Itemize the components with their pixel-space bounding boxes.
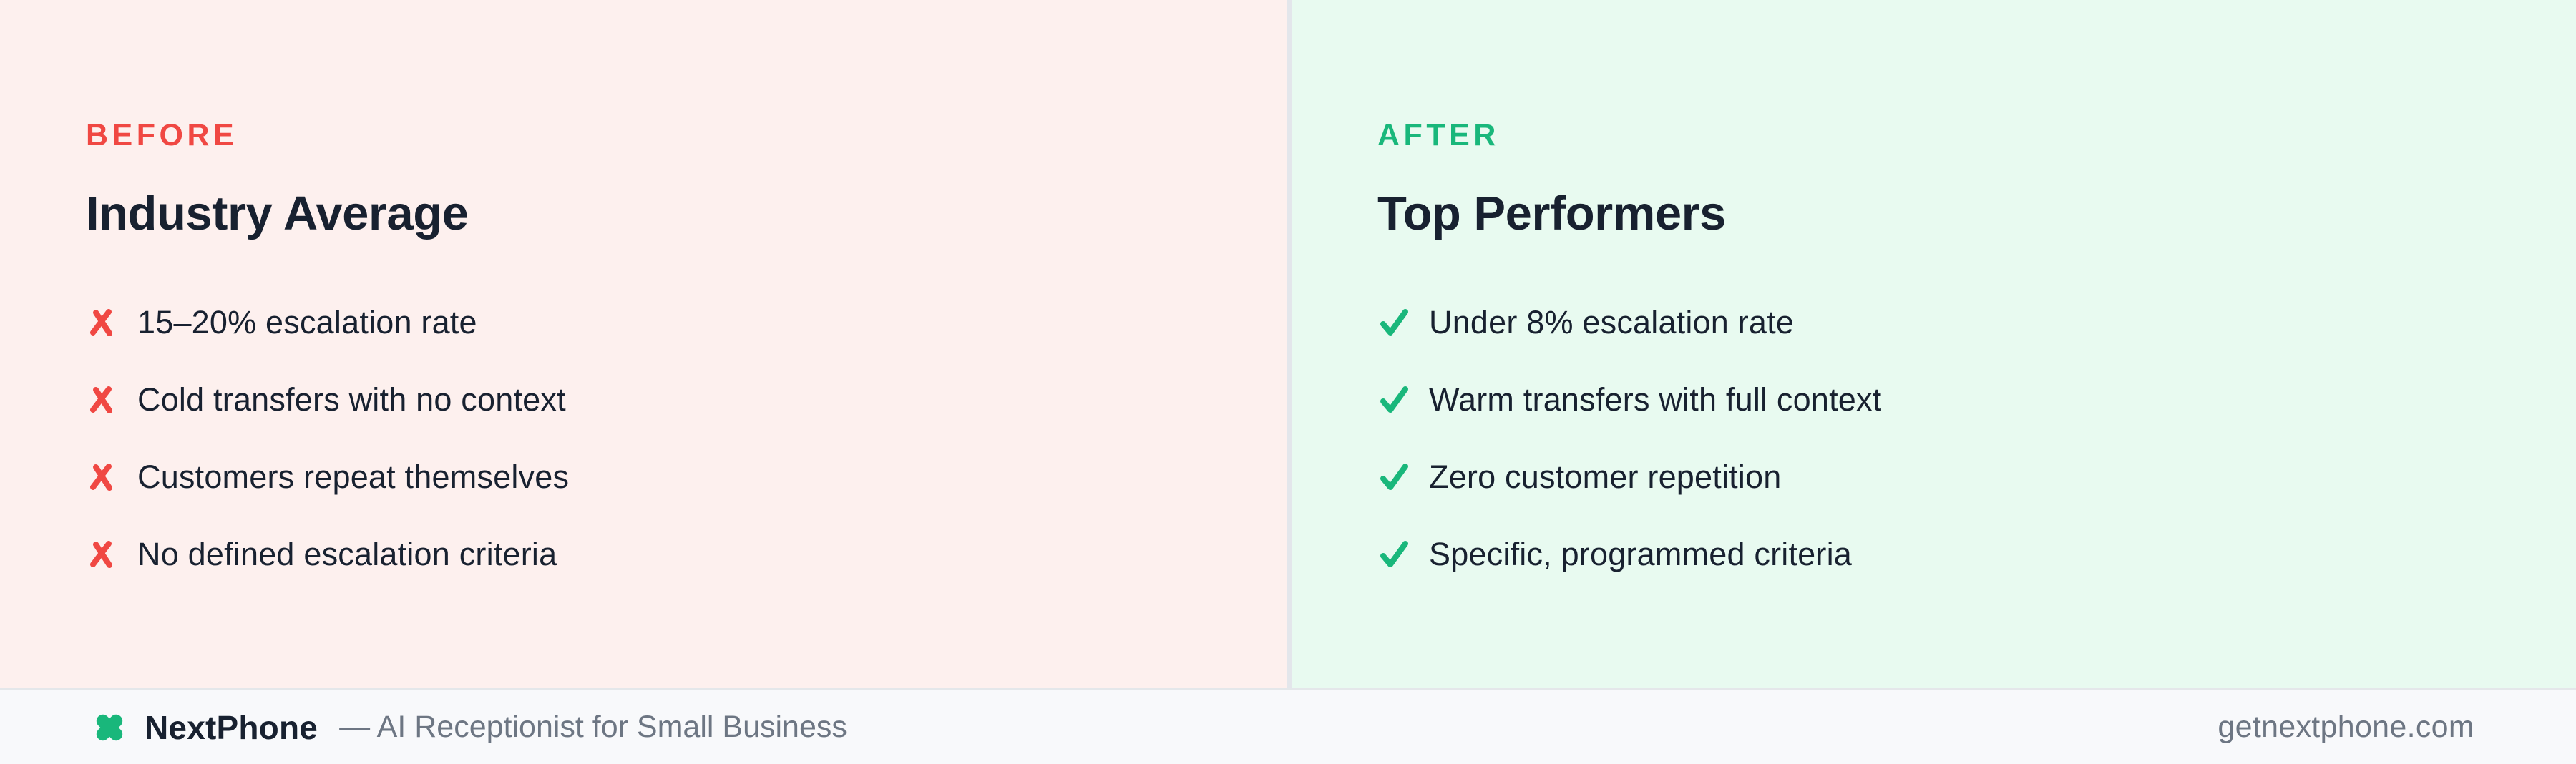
list-item: No defined escalation criteria (86, 531, 1209, 578)
list-item-text: Customers repeat themselves (137, 459, 570, 495)
list-item: Zero customer repetition (1377, 454, 2497, 501)
list-item: Cold transfers with no context (86, 376, 1209, 423)
after-label: AFTER (1377, 118, 1500, 152)
nextphone-logo-icon (93, 711, 126, 744)
x-mark-icon (86, 383, 119, 416)
list-item-text: Under 8% escalation rate (1429, 304, 1795, 341)
list-item: Warm transfers with full context (1377, 376, 2497, 423)
before-list: 15–20% escalation rate Cold transfers wi… (86, 299, 1209, 578)
list-item: Specific, programmed criteria (1377, 531, 2497, 578)
list-item-text: No defined escalation criteria (137, 536, 557, 572)
x-mark-icon (86, 538, 119, 571)
list-item-text: Zero customer repetition (1429, 459, 1782, 495)
x-mark-icon (86, 461, 119, 494)
brand-group: NextPhone — AI Receptionist for Small Bu… (93, 708, 847, 747)
check-icon (1377, 383, 1410, 416)
brand-name: NextPhone (145, 708, 318, 746)
list-item: 15–20% escalation rate (86, 299, 1209, 346)
check-icon (1377, 461, 1410, 494)
list-item-text: 15–20% escalation rate (137, 304, 477, 341)
list-item-text: Cold transfers with no context (137, 381, 566, 418)
list-item: Customers repeat themselves (86, 454, 1209, 501)
list-item-text: Specific, programmed criteria (1429, 536, 1852, 572)
before-label: BEFORE (86, 118, 238, 152)
after-panel: AFTER Top Performers Under 8% escalation… (1292, 0, 2576, 688)
after-title: Top Performers (1377, 187, 1726, 240)
panels-row: BEFORE Industry Average 15–20% escalatio… (0, 0, 2576, 688)
footer: NextPhone — AI Receptionist for Small Bu… (0, 688, 2576, 764)
list-item-text: Warm transfers with full context (1429, 381, 1882, 418)
panel-divider (1287, 0, 1292, 688)
footer-url: getnextphone.com (2218, 710, 2474, 744)
before-panel: BEFORE Industry Average 15–20% escalatio… (0, 0, 1287, 688)
brand-tagline: — AI Receptionist for Small Business (339, 710, 847, 744)
x-mark-icon (86, 306, 119, 339)
after-list: Under 8% escalation rate Warm transfers … (1377, 299, 2497, 578)
check-icon (1377, 538, 1410, 571)
check-icon (1377, 306, 1410, 339)
before-title: Industry Average (86, 187, 469, 240)
list-item: Under 8% escalation rate (1377, 299, 2497, 346)
